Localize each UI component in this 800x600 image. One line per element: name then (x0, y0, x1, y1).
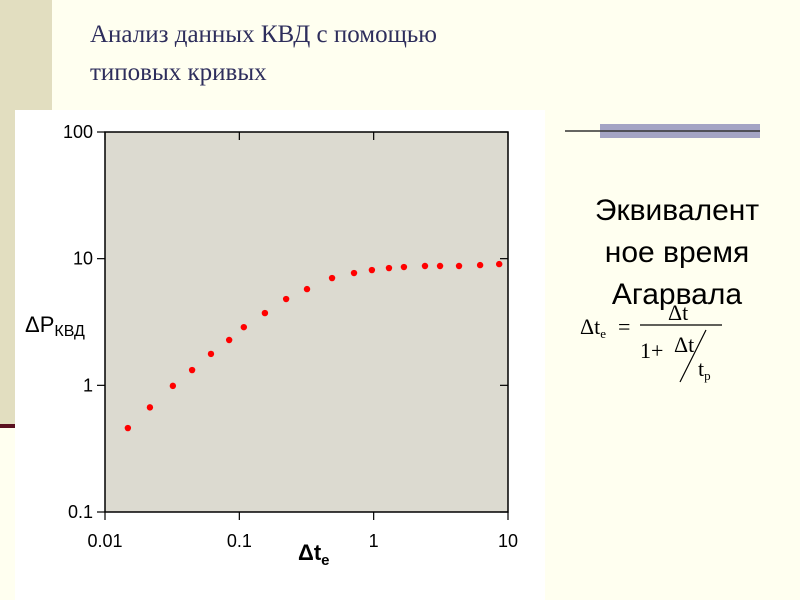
y-tick-label: 0.1 (68, 502, 93, 522)
data-point (421, 262, 429, 270)
slash (679, 329, 707, 383)
data-point (225, 336, 233, 344)
data-point (261, 309, 269, 317)
formula-part: t (698, 356, 704, 381)
x-tick-label: 0.1 (227, 531, 252, 551)
data-point (240, 323, 248, 331)
x-tick-label: 1 (369, 531, 379, 551)
data-point (169, 382, 177, 390)
y-tick-label: 100 (63, 122, 93, 142)
axis-label-part: e (321, 552, 329, 569)
x-tick-label: 10 (498, 531, 518, 551)
data-point (368, 266, 376, 274)
side-text: Эквивалент (595, 194, 759, 227)
formula-text: Δt (674, 332, 694, 357)
data-point (328, 274, 336, 282)
y-tick-label: 10 (73, 249, 93, 269)
formula-part: p (704, 368, 711, 383)
data-point (188, 366, 196, 374)
side-text: ное время (605, 236, 749, 269)
formula-text: Δte (580, 314, 606, 341)
data-point (146, 404, 154, 411)
side-text: Агарвала (612, 278, 742, 311)
data-point (303, 285, 311, 293)
title-line: Анализ данных КВД с помощью (90, 21, 437, 48)
formula-text: = (618, 314, 630, 339)
data-point (436, 262, 444, 270)
formula-text: tp (698, 356, 711, 383)
title-line: типовых кривых (90, 59, 267, 86)
data-point (496, 260, 503, 268)
x-axis-label: Δte (298, 540, 329, 569)
data-point (207, 350, 215, 358)
data-point (385, 264, 393, 272)
formula: Δte = Δt 1+ Δt tp (580, 300, 722, 383)
side-bar-edge (0, 424, 15, 428)
axis-label-part: Δt (298, 540, 322, 565)
axis-label-part: КВД (54, 323, 85, 340)
data-point (476, 261, 484, 269)
data-point (282, 295, 290, 303)
data-point (350, 269, 358, 277)
plot-area (104, 131, 509, 513)
formula-text: 1+ (640, 338, 663, 363)
data-point (124, 424, 132, 432)
data-point (455, 262, 463, 270)
formula-text: Δt (668, 300, 688, 325)
y-axis-label: ΔPКВД (25, 312, 85, 340)
data-point (400, 263, 408, 271)
y-tick-label: 1 (83, 375, 93, 395)
x-tick-label: 0.01 (87, 531, 122, 551)
axis-label-part: ΔP (25, 312, 54, 337)
formula-part: Δt (580, 314, 600, 339)
formula-part: e (600, 326, 606, 341)
